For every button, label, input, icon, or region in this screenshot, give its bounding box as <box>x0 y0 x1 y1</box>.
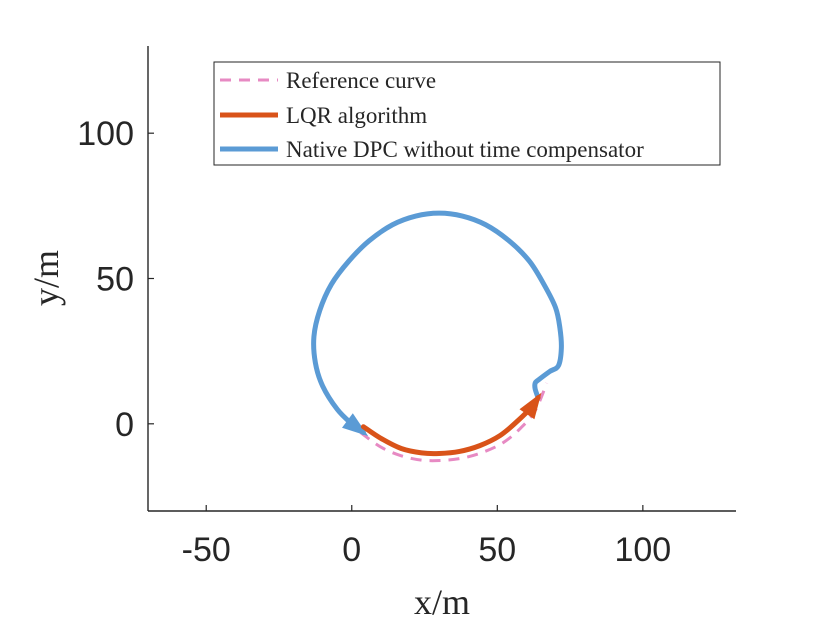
legend-entry-reference: Reference curve <box>220 68 436 93</box>
lqr-arrowhead <box>519 392 542 420</box>
legend-box <box>213 61 721 166</box>
dpc-arrowhead <box>342 413 369 437</box>
legend: Reference curve LQR algorithm Native DPC w… <box>213 61 721 166</box>
ticks: -50 0 50 100 0 50 100 <box>77 115 671 569</box>
y-tick-label: 100 <box>77 115 134 153</box>
legend-entry-reference-label: Reference curve <box>286 68 436 93</box>
legend-entry-dpc-label: Native DPC without time compensator <box>286 137 644 162</box>
x-axis-label: x/m <box>414 582 470 622</box>
reference-curve-line <box>359 382 549 463</box>
x-tick-label: -50 <box>182 531 231 569</box>
x-tick-label: 0 <box>342 531 361 569</box>
y-tick-label: 50 <box>96 261 134 299</box>
dpc-line <box>311 210 564 436</box>
legend-entry-dpc: Native DPC without time compensator <box>220 137 644 162</box>
series-group <box>311 210 564 463</box>
y-axis-label: y/m <box>26 250 66 306</box>
x-tick-label: 50 <box>478 531 516 569</box>
legend-entry-lqr-label: LQR algorithm <box>286 103 427 128</box>
legend-entry-lqr: LQR algorithm <box>220 103 427 128</box>
lqr-line <box>360 395 541 457</box>
x-tick-label: 100 <box>614 531 671 569</box>
y-tick-label: 0 <box>115 406 134 444</box>
